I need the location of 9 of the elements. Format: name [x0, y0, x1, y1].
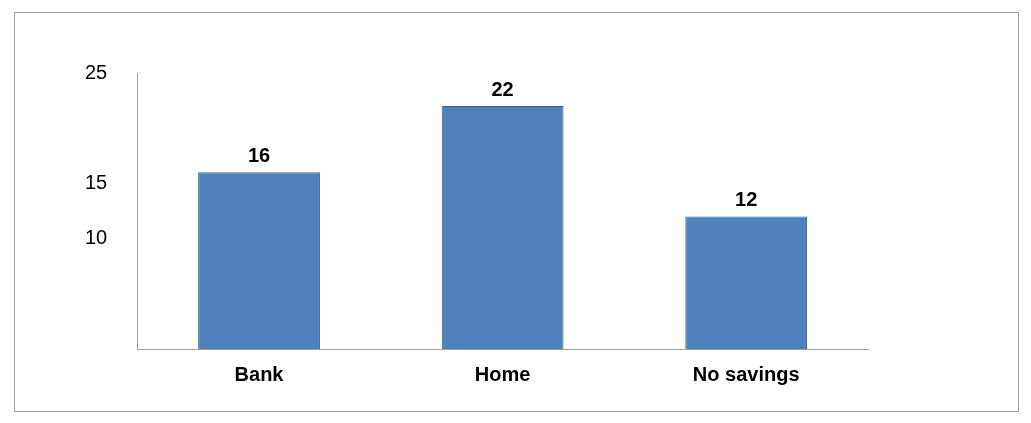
y-tick-label: 25 — [85, 60, 108, 83]
data-label: 12 — [735, 188, 758, 211]
x-tick-label: No savings — [692, 362, 800, 385]
x-tick-label: Home — [474, 362, 531, 385]
y-tick-label: 15 — [85, 170, 108, 193]
y-tick-label: 10 — [85, 226, 108, 249]
x-tick-label: Bank — [234, 362, 285, 385]
data-label: 16 — [247, 143, 271, 166]
data-label: 22 — [491, 77, 514, 100]
